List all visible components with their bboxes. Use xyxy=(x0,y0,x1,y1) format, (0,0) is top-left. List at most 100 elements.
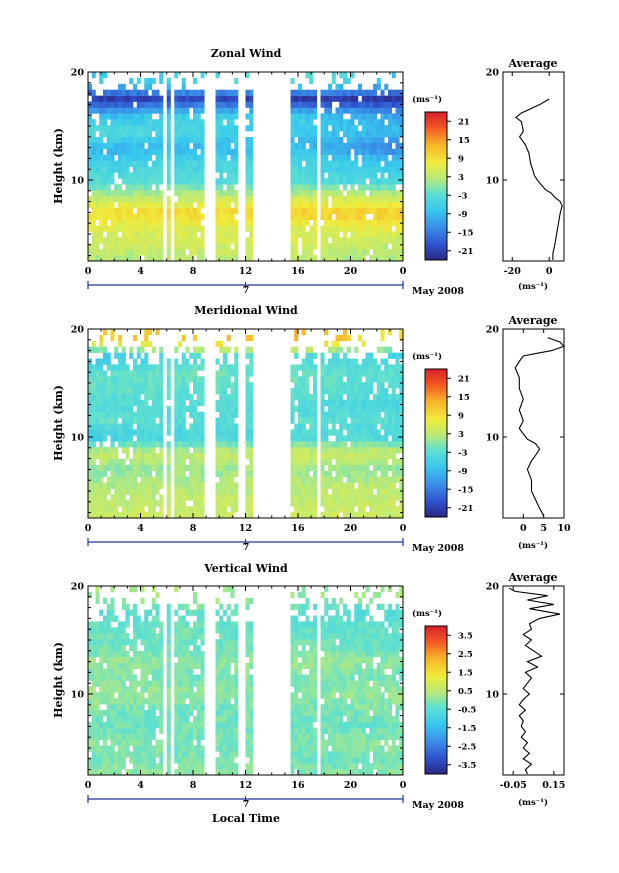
heatmap-cell xyxy=(245,453,250,460)
heatmap-cell xyxy=(324,686,329,693)
heatmap-cell xyxy=(223,417,228,424)
heatmap-cell xyxy=(346,680,351,687)
heatmap-cell xyxy=(373,704,378,711)
heatmap-cell xyxy=(350,435,355,442)
heatmap-cell xyxy=(249,172,254,179)
heatmap-cell xyxy=(114,142,119,150)
heatmap-cell xyxy=(185,207,190,215)
heatmap-cell xyxy=(136,166,141,173)
heatmap-cell xyxy=(320,763,325,770)
heatmap-cell xyxy=(185,231,190,238)
heatmap-cell xyxy=(155,668,160,675)
heatmap-cell xyxy=(193,136,198,144)
heatmap-cell xyxy=(178,388,183,395)
heatmap-cell xyxy=(376,346,381,353)
heatmap-cell xyxy=(369,160,374,167)
heatmap-cell xyxy=(331,352,336,359)
heatmap-cell xyxy=(376,494,381,501)
heatmap-cell xyxy=(384,698,389,705)
heatmap-cell xyxy=(339,207,344,215)
heatmap-cell xyxy=(361,464,366,472)
heatmap-cell xyxy=(136,417,141,424)
heatmap-cell xyxy=(309,447,314,454)
heatmap-cell xyxy=(166,370,171,377)
heatmap-cell xyxy=(181,668,186,675)
heatmap-cell xyxy=(328,733,333,740)
heatmap-cell xyxy=(335,686,340,693)
heatmap-cell xyxy=(331,506,336,513)
heatmap-cell xyxy=(346,447,351,454)
heatmap-cell xyxy=(365,704,370,711)
heatmap-cell xyxy=(121,745,126,752)
heatmap-cell xyxy=(343,710,348,717)
heatmap-cell xyxy=(174,393,179,401)
heatmap-cell xyxy=(339,119,344,126)
heatmap-cell xyxy=(200,727,205,734)
heatmap-cell xyxy=(155,160,160,167)
heatmap-cell xyxy=(226,721,231,729)
heatmap-cell xyxy=(301,686,306,693)
heatmap-cell xyxy=(200,704,205,711)
heatmap-cell xyxy=(106,196,111,203)
heatmap-cell xyxy=(249,739,254,746)
heatmap-cell xyxy=(245,376,250,383)
heatmap-cell xyxy=(346,704,351,711)
heatmap-cell xyxy=(373,751,378,758)
heatmap-cell xyxy=(346,453,351,460)
heatmap-cell xyxy=(339,429,344,436)
heatmap-cell xyxy=(388,225,393,232)
heatmap-cell xyxy=(166,148,171,155)
heatmap-cell xyxy=(388,370,393,377)
heatmap-cell xyxy=(140,190,145,197)
heatmap-cell xyxy=(140,405,145,412)
heatmap-cell xyxy=(388,393,393,401)
heatmap-cell xyxy=(335,346,340,353)
heatmap-cell xyxy=(380,482,385,489)
heatmap-cell xyxy=(174,376,179,383)
heatmap-cell xyxy=(245,399,250,407)
heatmap-cell xyxy=(346,745,351,752)
heatmap-cell xyxy=(196,172,201,179)
heatmap-cell xyxy=(395,207,400,215)
heatmap-cell xyxy=(91,136,96,144)
heatmap-cell xyxy=(118,411,123,418)
heatmap-cell xyxy=(384,476,389,483)
heatmap-cell xyxy=(103,213,108,220)
heatmap-cell xyxy=(118,482,123,489)
heatmap-cell xyxy=(121,119,126,126)
heatmap-cell xyxy=(298,506,303,513)
heatmap-cell xyxy=(234,77,239,85)
heatmap-cell xyxy=(185,255,190,262)
heatmap-cell xyxy=(309,101,314,108)
heatmap-cell xyxy=(106,148,111,155)
heatmap-cell xyxy=(358,136,363,144)
heatmap-cell xyxy=(219,213,224,220)
heatmap-cell xyxy=(373,131,378,138)
heatmap-cell xyxy=(395,352,400,359)
y-tick-label: 10 xyxy=(71,176,85,187)
heatmap-cell xyxy=(106,207,111,215)
heatmap-cell xyxy=(309,763,314,770)
heatmap-cell xyxy=(313,399,318,407)
heatmap-cell xyxy=(95,506,100,513)
heatmap-cell xyxy=(395,704,400,711)
heatmap-cell xyxy=(290,727,295,734)
heatmap-cell xyxy=(121,346,126,353)
heatmap-cell xyxy=(181,453,186,460)
heatmap-cell xyxy=(373,506,378,513)
heatmap-cell xyxy=(313,686,318,693)
heatmap-cell xyxy=(174,89,179,96)
heatmap-cell xyxy=(144,249,149,256)
heatmap-cell xyxy=(388,89,393,96)
heatmap-cell xyxy=(388,476,393,483)
heatmap-cell xyxy=(196,458,201,466)
heatmap-cell xyxy=(110,95,115,102)
heatmap-cell xyxy=(133,751,138,758)
heatmap-cell xyxy=(234,382,239,389)
heatmap-cell xyxy=(373,184,378,191)
heatmap-cell xyxy=(226,715,231,723)
heatmap-cell xyxy=(129,142,134,150)
heatmap-cell xyxy=(200,364,205,371)
heatmap-cell xyxy=(301,219,306,226)
heatmap-cell xyxy=(174,213,179,220)
